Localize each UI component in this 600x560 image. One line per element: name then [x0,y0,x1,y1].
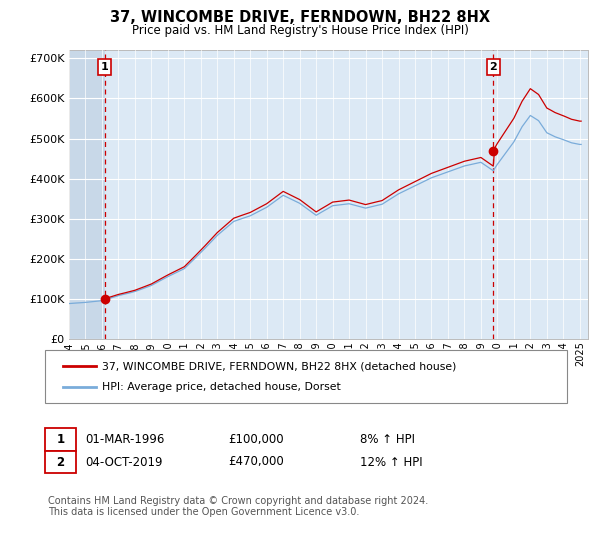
Text: Price paid vs. HM Land Registry's House Price Index (HPI): Price paid vs. HM Land Registry's House … [131,24,469,36]
Text: 2: 2 [56,455,65,469]
Text: 12% ↑ HPI: 12% ↑ HPI [360,455,422,469]
Text: 37, WINCOMBE DRIVE, FERNDOWN, BH22 8HX (detached house): 37, WINCOMBE DRIVE, FERNDOWN, BH22 8HX (… [102,361,457,371]
Text: HPI: Average price, detached house, Dorset: HPI: Average price, detached house, Dors… [102,382,341,392]
Text: 37, WINCOMBE DRIVE, FERNDOWN, BH22 8HX: 37, WINCOMBE DRIVE, FERNDOWN, BH22 8HX [110,10,490,25]
Text: 01-MAR-1996: 01-MAR-1996 [85,433,164,446]
Text: Contains HM Land Registry data © Crown copyright and database right 2024.
This d: Contains HM Land Registry data © Crown c… [48,496,428,517]
Text: 04-OCT-2019: 04-OCT-2019 [85,455,163,469]
Text: £470,000: £470,000 [228,455,284,469]
Text: 8% ↑ HPI: 8% ↑ HPI [360,433,415,446]
Text: 1: 1 [101,62,109,72]
Bar [69,50,105,339]
Text: 1: 1 [56,433,65,446]
Text: 2: 2 [490,62,497,72]
Text: £100,000: £100,000 [228,433,284,446]
